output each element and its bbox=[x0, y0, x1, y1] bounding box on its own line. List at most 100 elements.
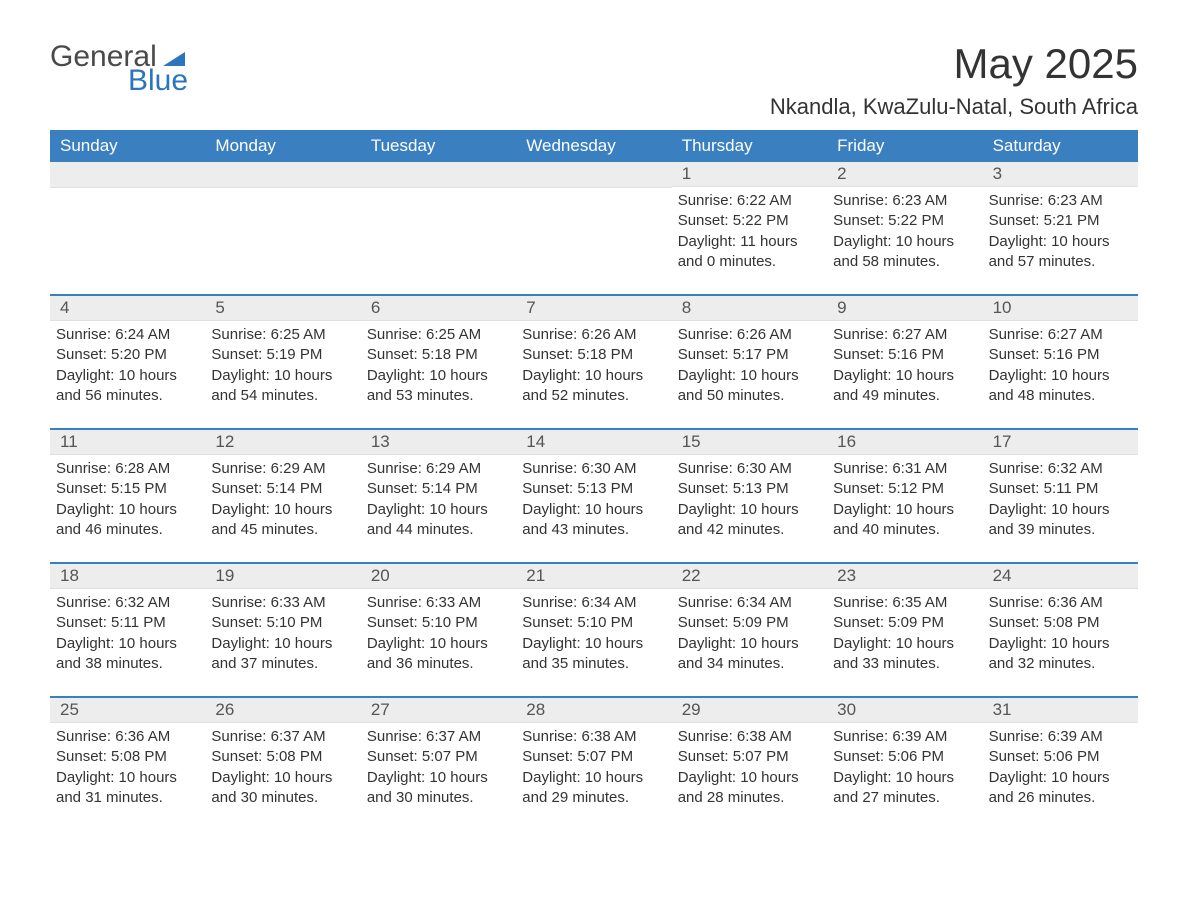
day-cell: 28Sunrise: 6:38 AMSunset: 5:07 PMDayligh… bbox=[516, 698, 671, 816]
day-number: 5 bbox=[205, 296, 360, 321]
daylight-line-1: Daylight: 10 hours bbox=[211, 366, 354, 386]
daylight-line-1: Daylight: 10 hours bbox=[833, 366, 976, 386]
sunrise-line: Sunrise: 6:34 AM bbox=[522, 593, 665, 613]
day-number: 18 bbox=[50, 564, 205, 589]
day-cell-empty bbox=[516, 162, 671, 280]
day-cell: 30Sunrise: 6:39 AMSunset: 5:06 PMDayligh… bbox=[827, 698, 982, 816]
sunrise-line: Sunrise: 6:25 AM bbox=[211, 325, 354, 345]
sunrise-line: Sunrise: 6:37 AM bbox=[211, 727, 354, 747]
daylight-line-2: and 31 minutes. bbox=[56, 788, 199, 808]
day-number: 17 bbox=[983, 430, 1138, 455]
day-number: 4 bbox=[50, 296, 205, 321]
day-number bbox=[516, 162, 671, 188]
sunrise-line: Sunrise: 6:31 AM bbox=[833, 459, 976, 479]
sunset-line: Sunset: 5:18 PM bbox=[367, 345, 510, 365]
daylight-line-2: and 39 minutes. bbox=[989, 520, 1132, 540]
daylight-line-2: and 33 minutes. bbox=[833, 654, 976, 674]
day-number bbox=[361, 162, 516, 188]
day-content: Sunrise: 6:22 AMSunset: 5:22 PMDaylight:… bbox=[672, 187, 827, 272]
weekday-saturday: Saturday bbox=[983, 130, 1138, 162]
sunrise-line: Sunrise: 6:33 AM bbox=[367, 593, 510, 613]
weeks-container: 1Sunrise: 6:22 AMSunset: 5:22 PMDaylight… bbox=[50, 162, 1138, 816]
sunrise-line: Sunrise: 6:32 AM bbox=[56, 593, 199, 613]
day-content: Sunrise: 6:35 AMSunset: 5:09 PMDaylight:… bbox=[827, 589, 982, 674]
daylight-line-2: and 0 minutes. bbox=[678, 252, 821, 272]
daylight-line-2: and 30 minutes. bbox=[211, 788, 354, 808]
daylight-line-2: and 37 minutes. bbox=[211, 654, 354, 674]
day-cell: 14Sunrise: 6:30 AMSunset: 5:13 PMDayligh… bbox=[516, 430, 671, 548]
sunrise-line: Sunrise: 6:28 AM bbox=[56, 459, 199, 479]
sunset-line: Sunset: 5:13 PM bbox=[678, 479, 821, 499]
weekday-tuesday: Tuesday bbox=[361, 130, 516, 162]
daylight-line-1: Daylight: 10 hours bbox=[989, 366, 1132, 386]
day-cell: 18Sunrise: 6:32 AMSunset: 5:11 PMDayligh… bbox=[50, 564, 205, 682]
sunrise-line: Sunrise: 6:32 AM bbox=[989, 459, 1132, 479]
daylight-line-1: Daylight: 10 hours bbox=[367, 634, 510, 654]
daylight-line-2: and 29 minutes. bbox=[522, 788, 665, 808]
sunset-line: Sunset: 5:17 PM bbox=[678, 345, 821, 365]
day-content: Sunrise: 6:32 AMSunset: 5:11 PMDaylight:… bbox=[50, 589, 205, 674]
sunset-line: Sunset: 5:07 PM bbox=[522, 747, 665, 767]
day-cell: 19Sunrise: 6:33 AMSunset: 5:10 PMDayligh… bbox=[205, 564, 360, 682]
day-number: 8 bbox=[672, 296, 827, 321]
logo: General Blue bbox=[50, 40, 188, 98]
day-cell: 23Sunrise: 6:35 AMSunset: 5:09 PMDayligh… bbox=[827, 564, 982, 682]
day-number: 1 bbox=[672, 162, 827, 187]
daylight-line-1: Daylight: 10 hours bbox=[833, 232, 976, 252]
sunrise-line: Sunrise: 6:38 AM bbox=[522, 727, 665, 747]
day-number: 21 bbox=[516, 564, 671, 589]
daylight-line-1: Daylight: 10 hours bbox=[833, 768, 976, 788]
sunset-line: Sunset: 5:20 PM bbox=[56, 345, 199, 365]
sunrise-line: Sunrise: 6:26 AM bbox=[678, 325, 821, 345]
day-cell: 17Sunrise: 6:32 AMSunset: 5:11 PMDayligh… bbox=[983, 430, 1138, 548]
daylight-line-2: and 57 minutes. bbox=[989, 252, 1132, 272]
sunrise-line: Sunrise: 6:27 AM bbox=[833, 325, 976, 345]
calendar: SundayMondayTuesdayWednesdayThursdayFrid… bbox=[50, 130, 1138, 816]
day-number: 9 bbox=[827, 296, 982, 321]
daylight-line-1: Daylight: 11 hours bbox=[678, 232, 821, 252]
daylight-line-1: Daylight: 10 hours bbox=[989, 768, 1132, 788]
day-content: Sunrise: 6:28 AMSunset: 5:15 PMDaylight:… bbox=[50, 455, 205, 540]
sunset-line: Sunset: 5:22 PM bbox=[678, 211, 821, 231]
daylight-line-1: Daylight: 10 hours bbox=[678, 500, 821, 520]
sunrise-line: Sunrise: 6:30 AM bbox=[522, 459, 665, 479]
day-cell: 29Sunrise: 6:38 AMSunset: 5:07 PMDayligh… bbox=[672, 698, 827, 816]
daylight-line-1: Daylight: 10 hours bbox=[678, 366, 821, 386]
day-cell: 21Sunrise: 6:34 AMSunset: 5:10 PMDayligh… bbox=[516, 564, 671, 682]
day-number: 11 bbox=[50, 430, 205, 455]
week-row: 11Sunrise: 6:28 AMSunset: 5:15 PMDayligh… bbox=[50, 428, 1138, 548]
weekday-header-row: SundayMondayTuesdayWednesdayThursdayFrid… bbox=[50, 130, 1138, 162]
daylight-line-1: Daylight: 10 hours bbox=[367, 366, 510, 386]
sunrise-line: Sunrise: 6:25 AM bbox=[367, 325, 510, 345]
day-content: Sunrise: 6:39 AMSunset: 5:06 PMDaylight:… bbox=[827, 723, 982, 808]
header: General Blue May 2025 Nkandla, KwaZulu-N… bbox=[50, 40, 1138, 120]
day-content: Sunrise: 6:39 AMSunset: 5:06 PMDaylight:… bbox=[983, 723, 1138, 808]
day-cell: 16Sunrise: 6:31 AMSunset: 5:12 PMDayligh… bbox=[827, 430, 982, 548]
sunset-line: Sunset: 5:16 PM bbox=[833, 345, 976, 365]
day-number: 27 bbox=[361, 698, 516, 723]
day-number: 24 bbox=[983, 564, 1138, 589]
day-content: Sunrise: 6:36 AMSunset: 5:08 PMDaylight:… bbox=[983, 589, 1138, 674]
logo-word-blue: Blue bbox=[128, 64, 188, 98]
day-cell: 20Sunrise: 6:33 AMSunset: 5:10 PMDayligh… bbox=[361, 564, 516, 682]
daylight-line-2: and 35 minutes. bbox=[522, 654, 665, 674]
day-content: Sunrise: 6:37 AMSunset: 5:08 PMDaylight:… bbox=[205, 723, 360, 808]
daylight-line-2: and 36 minutes. bbox=[367, 654, 510, 674]
sunset-line: Sunset: 5:21 PM bbox=[989, 211, 1132, 231]
day-number: 26 bbox=[205, 698, 360, 723]
sunrise-line: Sunrise: 6:35 AM bbox=[833, 593, 976, 613]
day-cell-empty bbox=[50, 162, 205, 280]
day-number bbox=[50, 162, 205, 188]
daylight-line-2: and 27 minutes. bbox=[833, 788, 976, 808]
week-row: 25Sunrise: 6:36 AMSunset: 5:08 PMDayligh… bbox=[50, 696, 1138, 816]
sunrise-line: Sunrise: 6:38 AM bbox=[678, 727, 821, 747]
day-number: 30 bbox=[827, 698, 982, 723]
daylight-line-2: and 34 minutes. bbox=[678, 654, 821, 674]
weekday-thursday: Thursday bbox=[672, 130, 827, 162]
daylight-line-1: Daylight: 10 hours bbox=[522, 500, 665, 520]
sunrise-line: Sunrise: 6:23 AM bbox=[989, 191, 1132, 211]
daylight-line-1: Daylight: 10 hours bbox=[56, 500, 199, 520]
title-block: May 2025 Nkandla, KwaZulu-Natal, South A… bbox=[770, 40, 1138, 120]
day-content: Sunrise: 6:32 AMSunset: 5:11 PMDaylight:… bbox=[983, 455, 1138, 540]
sunset-line: Sunset: 5:13 PM bbox=[522, 479, 665, 499]
